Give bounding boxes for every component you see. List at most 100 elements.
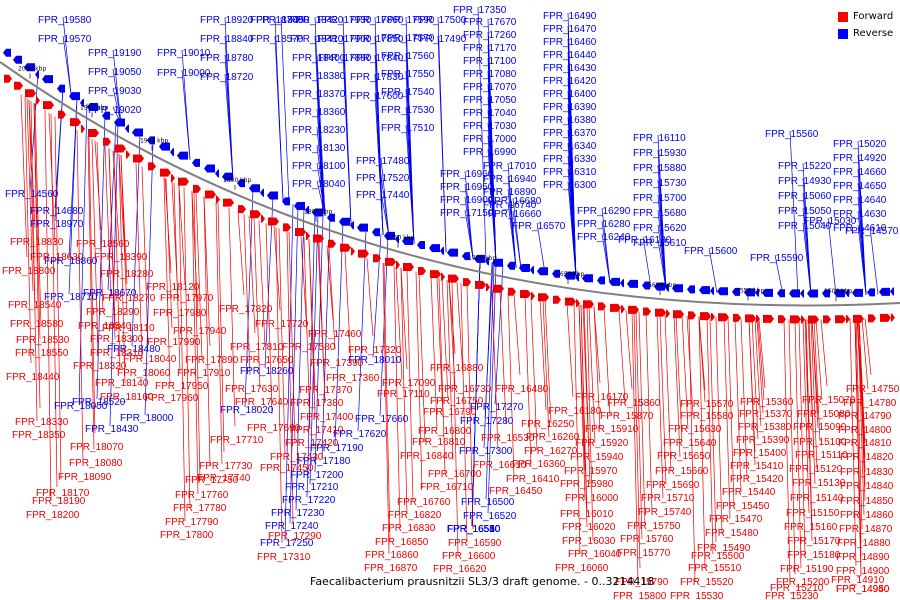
reverse-gene-label: FPR_18670	[83, 288, 137, 299]
forward-gene-label: FPR_18630	[30, 252, 84, 263]
reverse-gene-label: FPR_16300	[543, 180, 597, 191]
reverse-gene-label: FPR_17280	[460, 416, 514, 427]
forward-gene-connector	[618, 309, 626, 403]
forward-gene-connector	[673, 314, 681, 458]
forward-gene-connector	[757, 318, 765, 401]
reverse-gene-connector	[477, 6, 487, 262]
reverse-gene-label: FPR_17850	[350, 34, 404, 45]
forward-gene-arrow	[486, 283, 490, 292]
forward-gene-connector	[855, 318, 863, 530]
forward-gene-connector	[318, 242, 326, 404]
reverse-gene-label: FPR_15020	[833, 139, 887, 150]
forward-gene-connector	[278, 228, 286, 455]
gene-tracks	[3, 48, 895, 324]
reverse-gene-label: FPR_18400	[292, 53, 346, 64]
reverse-gene-connector	[774, 254, 784, 296]
forward-gene-arrow	[283, 223, 291, 232]
forward-gene-label: FPR_14790	[838, 411, 892, 422]
reverse-gene-arrow	[627, 279, 638, 288]
forward-gene-connector	[456, 282, 464, 376]
forward-gene-label: FPR_17990	[147, 337, 201, 348]
forward-gene-arrow	[373, 254, 381, 263]
forward-gene-label: FPR_15120	[789, 464, 843, 475]
forward-gene-connector	[499, 291, 507, 425]
reverse-gene-connector	[62, 16, 72, 94]
forward-gene-connector	[861, 318, 869, 390]
forward-gene-connector	[633, 311, 641, 569]
forward-gene-label: FPR_15450	[716, 501, 770, 512]
forward-gene-label: FPR_14800	[838, 425, 892, 436]
forward-gene-label: FPR_14910	[831, 575, 885, 586]
forward-gene-connector	[715, 317, 723, 535]
forward-gene-label: FPR_15800	[613, 591, 667, 600]
reverse-gene-arrow	[755, 288, 759, 297]
forward-gene-arrow	[193, 184, 201, 193]
reverse-gene-label: FPR_16510	[447, 524, 501, 535]
reverse-gene-arrow	[845, 289, 849, 298]
forward-gene-label: FPR_16880	[430, 363, 484, 374]
forward-gene-label: FPR_15400	[733, 448, 787, 459]
forward-gene-label: FPR_16600	[442, 551, 496, 562]
reverse-gene-arrow	[159, 142, 170, 151]
forward-gene-connector	[178, 185, 186, 522]
forward-gene-arrow	[823, 315, 831, 324]
forward-gene-connector	[794, 319, 802, 569]
reverse-gene-label: FPR_16660	[488, 209, 542, 220]
forward-gene-arrow	[508, 287, 516, 296]
reverse-gene-arrow	[807, 289, 818, 298]
forward-gene-arrow	[103, 137, 111, 146]
reverse-gene-arrow	[260, 188, 264, 197]
forward-gene-arrow	[628, 305, 639, 314]
forward-gene-label: FPR_17720	[255, 319, 309, 330]
forward-gene-connector	[798, 319, 806, 556]
forward-gene-connector	[810, 319, 818, 470]
reverse-gene-arrow	[339, 217, 350, 226]
forward-gene-arrow	[463, 278, 471, 287]
reverse-gene-arrow	[642, 281, 650, 290]
reverse-gene-label: FPR_18450	[256, 15, 310, 26]
reverse-gene-arrow	[672, 284, 683, 293]
reverse-gene-arrow	[42, 75, 53, 84]
forward-gene-label: FPR_18560	[76, 239, 130, 250]
reverse-gene-label: FPR_18780	[200, 53, 254, 64]
forward-gene-label: FPR_17290	[268, 531, 322, 542]
forward-gene-label: FPR_15410	[730, 461, 784, 472]
forward-gene-connector	[805, 319, 813, 542]
forward-gene-connector	[808, 319, 816, 485]
forward-gene-connector	[243, 214, 251, 376]
legend-reverse-label: Reverse	[853, 28, 894, 39]
forward-gene-connector	[30, 101, 38, 422]
reverse-gene-label: FPR_16310	[543, 167, 597, 178]
forward-gene-arrow	[531, 291, 535, 300]
forward-gene-connector	[593, 306, 601, 430]
reverse-gene-connector	[334, 222, 344, 446]
reverse-gene-connector	[657, 224, 667, 289]
reverse-gene-arrow	[822, 289, 830, 298]
forward-gene-arrow	[223, 198, 234, 207]
forward-gene-arrow	[441, 272, 445, 281]
reverse-gene-label: FPR_17210	[285, 482, 339, 493]
forward-gene-connector	[237, 211, 245, 296]
forward-gene-arrow	[261, 214, 265, 223]
forward-gene-label: FPR_17820	[219, 304, 273, 315]
forward-gene-label: FPR_15470	[709, 514, 763, 525]
forward-gene-connector	[415, 272, 423, 489]
forward-gene-connector	[33, 103, 41, 409]
reverse-gene-arrow	[665, 283, 669, 292]
forward-gene-label: FPR_17580	[282, 342, 336, 353]
reverse-gene-label: FPR_16460	[543, 37, 597, 48]
reverse-gene-connector	[244, 188, 254, 408]
reverse-gene-arrow	[3, 48, 11, 57]
reverse-gene-label: FPR_18710	[44, 292, 98, 303]
forward-gene-connector	[740, 318, 748, 479]
forward-gene-connector	[436, 277, 444, 418]
reverse-gene-connector	[487, 148, 497, 264]
reverse-gene-label: FPR_17510	[381, 123, 435, 134]
forward-gene-label: FPR_16530	[481, 433, 535, 444]
reverse-gene-connector	[112, 68, 122, 124]
forward-gene-connector	[603, 307, 611, 416]
forward-gene-arrow	[853, 314, 864, 323]
reverse-gene-connector	[309, 213, 319, 485]
forward-gene-arrow	[718, 313, 729, 322]
forward-gene-arrow	[756, 314, 760, 323]
